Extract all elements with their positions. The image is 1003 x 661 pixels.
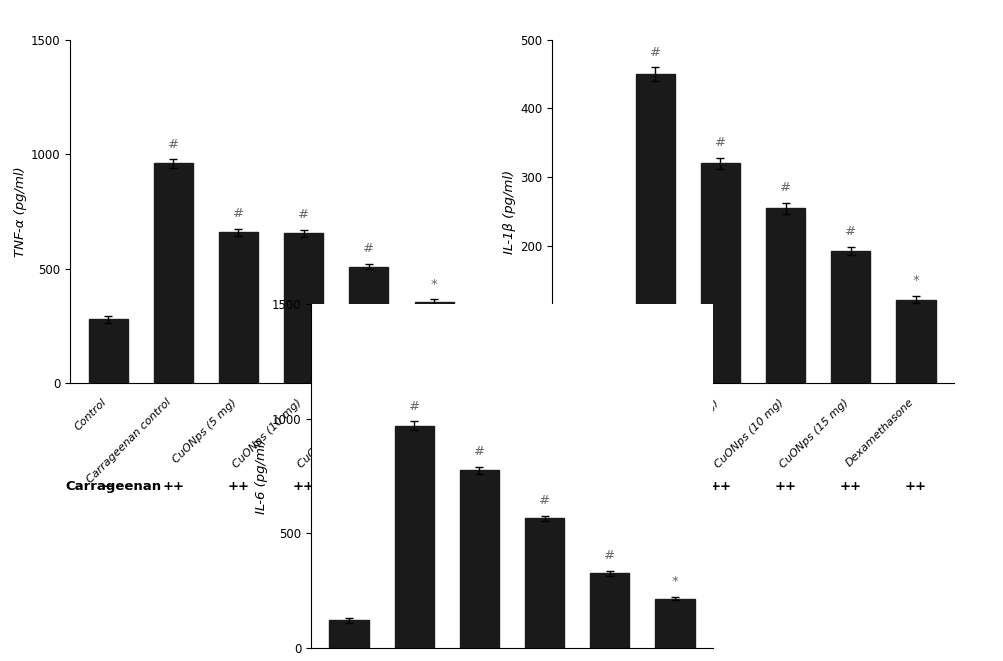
Text: *: * [671,575,678,588]
Text: Carrageenan: Carrageenan [547,480,643,493]
Bar [219,232,258,383]
Bar [459,470,498,648]
Text: --: -- [102,480,113,493]
Text: ++: ++ [774,480,795,493]
Y-axis label: TNF-α (pg/ml): TNF-α (pg/ml) [14,166,27,257]
Text: ++: ++ [293,480,314,493]
Text: #: # [473,445,484,458]
Text: *: * [430,278,437,291]
Bar [570,334,609,383]
Text: Dexamethasone: Dexamethasone [362,397,433,469]
Text: #: # [408,400,419,412]
Text: #: # [363,242,374,255]
Bar [329,620,368,648]
Bar [349,266,388,383]
Text: Dexamethasone: Dexamethasone [844,397,915,469]
Text: #: # [539,494,550,507]
Text: ++: ++ [162,480,185,493]
Text: Control: Control [72,397,108,433]
Text: CuONps (15 mg): CuONps (15 mg) [777,397,850,470]
Text: CuONps (10 mg): CuONps (10 mg) [712,397,784,470]
Text: #: # [168,137,179,151]
Text: #: # [233,207,244,220]
Text: ++: ++ [709,480,730,493]
Text: CuONps (15 mg): CuONps (15 mg) [296,397,368,470]
Text: ++: ++ [228,480,249,493]
Text: ++: ++ [904,480,926,493]
Text: Control: Control [554,397,590,433]
Text: Carrageenan control: Carrageenan control [567,397,655,485]
Text: CuONps (10 mg): CuONps (10 mg) [231,397,303,470]
Text: #: # [604,549,615,563]
Text: Carrageenan: Carrageenan [65,480,161,493]
Text: #: # [779,181,790,194]
Text: Carrageenan control: Carrageenan control [85,397,174,485]
Bar [655,598,694,648]
Bar [525,518,564,648]
Bar [635,74,674,383]
Bar [414,302,453,383]
Text: --: -- [584,480,595,493]
Bar [830,251,870,383]
Text: #: # [298,208,309,221]
Text: #: # [714,136,725,149]
Bar [896,299,935,383]
Text: #: # [649,46,660,59]
Y-axis label: IL-1β (pg/ml): IL-1β (pg/ml) [503,169,516,254]
Bar [153,163,193,383]
Text: ++: ++ [422,480,444,493]
Text: *: * [912,274,919,288]
Text: CuONps (5 mg): CuONps (5 mg) [652,397,720,465]
Text: #: # [845,225,856,238]
Bar [590,573,629,648]
Bar [700,163,739,383]
Bar [88,319,127,383]
Text: CuONps (5 mg): CuONps (5 mg) [171,397,239,465]
Bar [394,426,433,648]
Bar [765,208,804,383]
Y-axis label: IL-6 (pg/ml): IL-6 (pg/ml) [255,438,268,514]
Bar [284,233,323,383]
Text: ++: ++ [644,480,666,493]
Text: ++: ++ [357,480,379,493]
Text: ++: ++ [839,480,861,493]
